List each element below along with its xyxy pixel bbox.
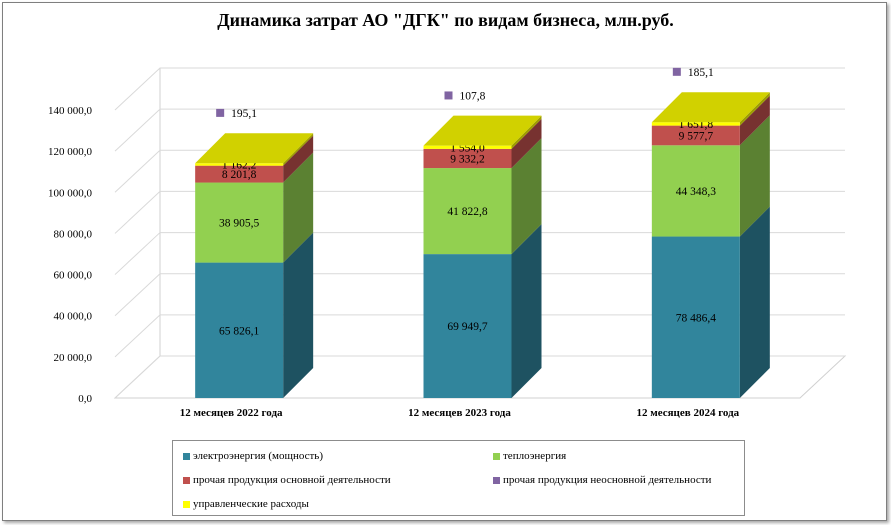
bar-side xyxy=(283,133,314,166)
legend-label: электроэнергия (мощность) xyxy=(193,450,323,462)
bar-side xyxy=(511,138,542,255)
bar-side xyxy=(739,92,770,126)
legend-swatch xyxy=(183,500,190,508)
x-tick-label: 12 месяцев 2023 года xyxy=(408,407,511,419)
y-tick-label: 40 000,0 xyxy=(54,311,93,323)
y-tick-label: 20 000,0 xyxy=(54,352,93,364)
legend-item: прочая продукция основной деятельности xyxy=(183,474,391,486)
data-label: 8 201,8 xyxy=(222,169,257,181)
legend-label: прочая продукция неосновной деятельности xyxy=(503,474,712,486)
bar-side xyxy=(739,115,770,237)
bar-segment xyxy=(423,254,512,398)
bar-segment xyxy=(195,165,284,183)
y-tick-label: 0,0 xyxy=(78,393,92,405)
gridline xyxy=(114,190,845,234)
legend-label: теплоэнергия xyxy=(503,450,567,462)
data-label: 69 949,7 xyxy=(447,321,488,333)
bar-segment xyxy=(195,262,284,398)
legend-swatch xyxy=(183,476,190,484)
legend-swatch xyxy=(493,452,500,460)
point-marker xyxy=(672,67,681,76)
chart-legend: электроэнергия (мощность) теплоэнергия про… xyxy=(172,440,745,516)
bar-segment xyxy=(195,163,284,166)
legend-item: электроэнергия (мощность) xyxy=(183,450,323,462)
bar-segment xyxy=(651,122,740,126)
gridline xyxy=(114,108,845,152)
data-label: 41 822,8 xyxy=(447,206,488,218)
point-label: 185,1 xyxy=(688,67,714,79)
legend-label: управленческие расходы xyxy=(193,498,309,510)
point-marker xyxy=(216,108,225,117)
legend-swatch xyxy=(183,452,190,460)
y-tick-label: 140 000,0 xyxy=(48,105,93,117)
gridline xyxy=(114,149,845,193)
bar-segment xyxy=(423,168,512,255)
bar-segment xyxy=(423,145,512,149)
data-label: 9 577,7 xyxy=(679,130,714,142)
gridline xyxy=(114,355,845,399)
x-tick-label: 12 месяцев 2022 года xyxy=(180,407,283,419)
chart-plot: 0,0 20 000,0 40 000,0 60 000,0 80 000,0 100 0… xyxy=(48,67,847,419)
legend-swatch xyxy=(493,476,500,484)
y-tick-label: 80 000,0 xyxy=(54,228,93,240)
y-tick-label: 60 000,0 xyxy=(54,270,93,282)
y-tick-label: 100 000,0 xyxy=(48,187,93,199)
bar-side xyxy=(739,206,770,398)
data-label: 44 348,3 xyxy=(676,186,717,198)
bar-segment xyxy=(423,148,512,169)
gridline xyxy=(114,232,845,275)
bar-segment xyxy=(195,182,284,263)
point-label: 195,1 xyxy=(231,108,257,120)
bar-segment xyxy=(651,145,740,237)
bar-side xyxy=(511,224,542,398)
bar-side xyxy=(283,152,314,263)
point-label: 107,8 xyxy=(460,90,486,102)
bar-segment xyxy=(651,236,740,398)
bar-side xyxy=(511,115,542,149)
gridline xyxy=(114,273,845,317)
chart-title: Динамика затрат АО "ДГК" по видам бизнес… xyxy=(217,10,674,30)
legend-item: прочая продукция неосновной деятельности xyxy=(493,474,711,486)
legend-label: прочая продукция основной деятельности xyxy=(193,474,391,486)
gridline xyxy=(114,67,845,111)
legend-item: теплоэнергия xyxy=(493,450,566,462)
bar-side xyxy=(283,232,314,398)
bar-side xyxy=(739,95,770,146)
data-label: 65 826,1 xyxy=(219,325,260,337)
x-tick-label: 12 месяцев 2024 года xyxy=(636,407,739,419)
bar-side xyxy=(511,118,542,169)
bar-top xyxy=(423,115,542,146)
bar-top xyxy=(195,133,314,164)
legend-item: управленческие расходы xyxy=(183,498,309,510)
bar-side xyxy=(283,135,314,183)
point-marker xyxy=(444,91,453,100)
data-label: 78 486,4 xyxy=(676,312,717,324)
data-label: 9 332,2 xyxy=(450,153,485,165)
y-tick-label: 120 000,0 xyxy=(48,146,93,158)
gridline xyxy=(114,314,845,358)
data-label: 38 905,5 xyxy=(219,218,260,230)
bar-top xyxy=(651,92,770,123)
bar-segment xyxy=(651,125,740,146)
